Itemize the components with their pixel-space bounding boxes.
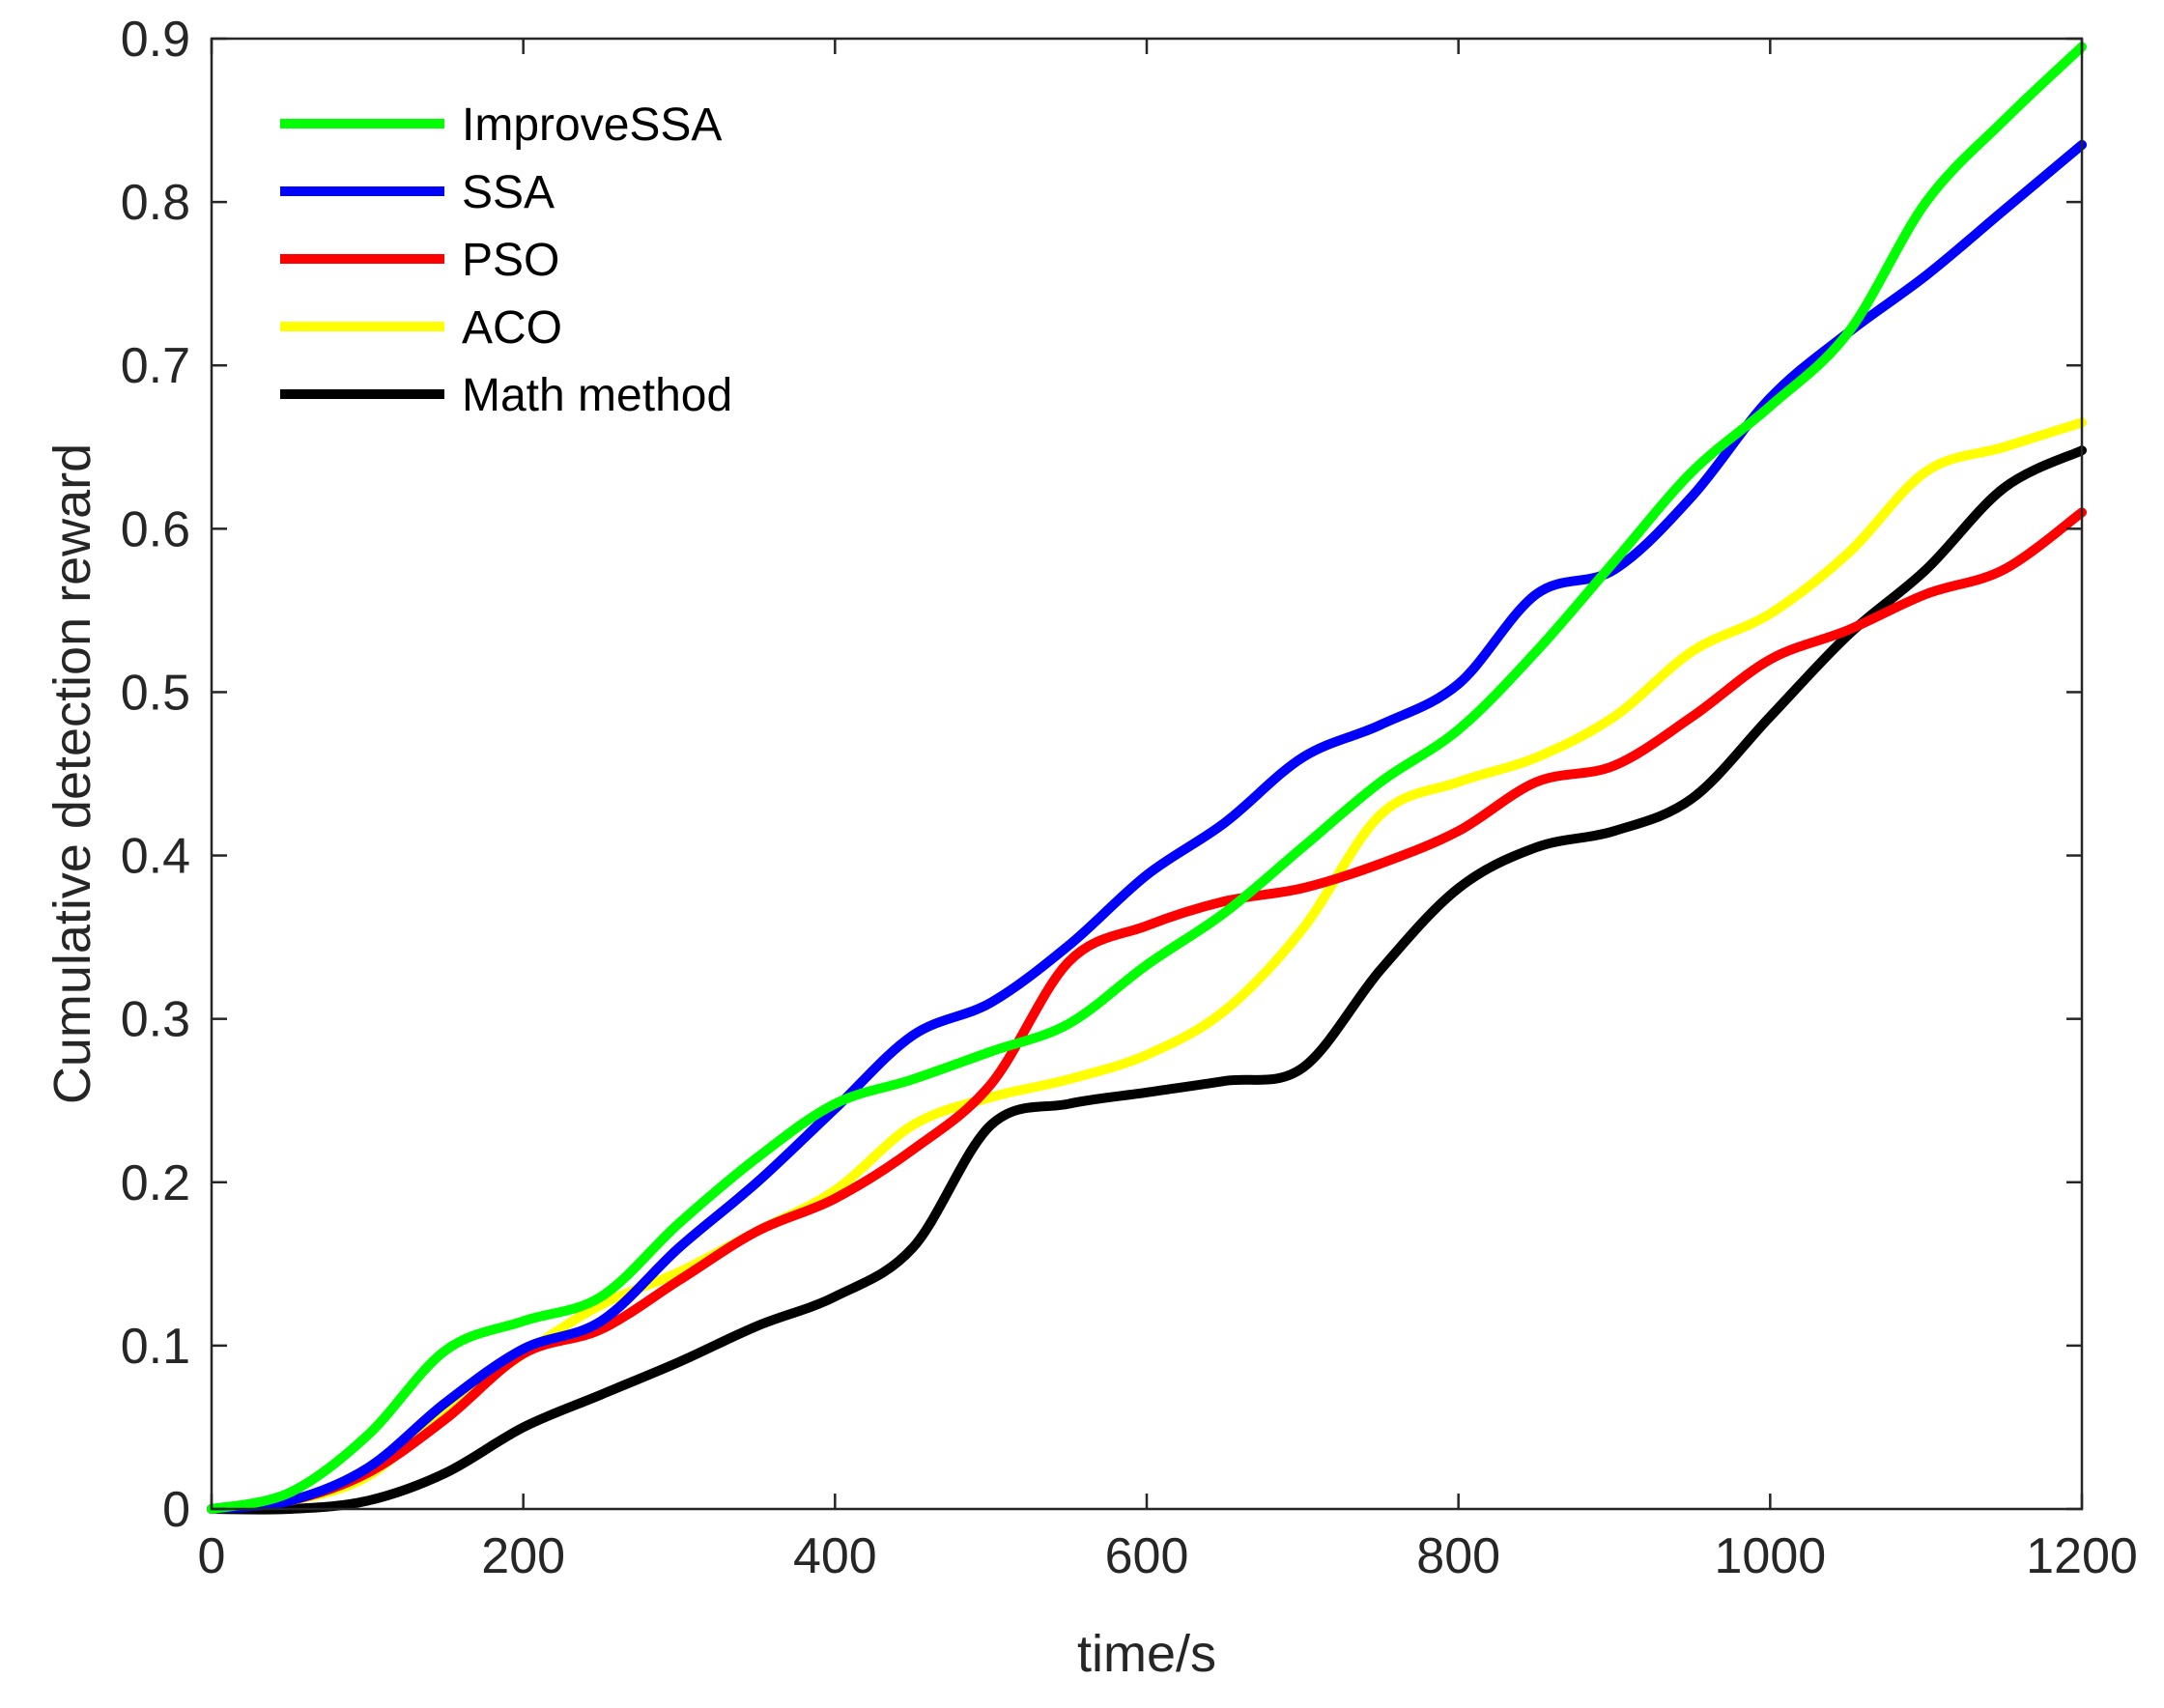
y-axis-title: Cumulative detection reward [43,443,101,1104]
x-tick-label: 200 [481,1528,565,1584]
y-tick-label: 0.1 [121,1319,190,1375]
legend-label-ssa: SSA [462,167,555,218]
legend-label-math-method: Math method [462,370,732,421]
legend-label-improvessa: ImproveSSA [462,100,722,151]
legend-label-aco: ACO [462,302,562,354]
y-tick-label: 0.3 [121,992,190,1048]
y-tick-label: 0 [162,1482,190,1538]
series-line-math-method [207,445,2087,1515]
x-tick-label: 800 [1416,1528,1500,1584]
legend-label-pso: PSO [462,235,559,286]
y-tick-label: 0.4 [121,829,190,885]
series-line-ssa [207,139,2087,1514]
x-tick-label: 1000 [1714,1528,1826,1584]
x-axis-title: time/s [1077,1625,1216,1683]
y-tick-label: 0.5 [121,665,190,721]
y-tick-label: 0.8 [121,175,190,231]
legend: ImproveSSA SSA PSO ACO Math method [280,100,732,421]
y-tick-label: 0.6 [121,501,190,557]
y-tick-label: 0.9 [121,12,190,68]
series-layer [207,42,2087,1515]
x-tick-label: 0 [198,1528,226,1584]
series-line-improvessa [207,42,2087,1514]
x-tick-label: 400 [793,1528,877,1584]
x-tick-label: 1200 [2026,1528,2138,1584]
ticks-layer: 0 200 400 600 800 1000 1200 0 0.1 0.2 0.3 0.4 0.5 0.6… [121,12,2138,1584]
y-tick-label: 0.7 [121,338,190,394]
x-tick-label: 600 [1105,1528,1189,1584]
y-tick-label: 0.2 [121,1155,190,1211]
